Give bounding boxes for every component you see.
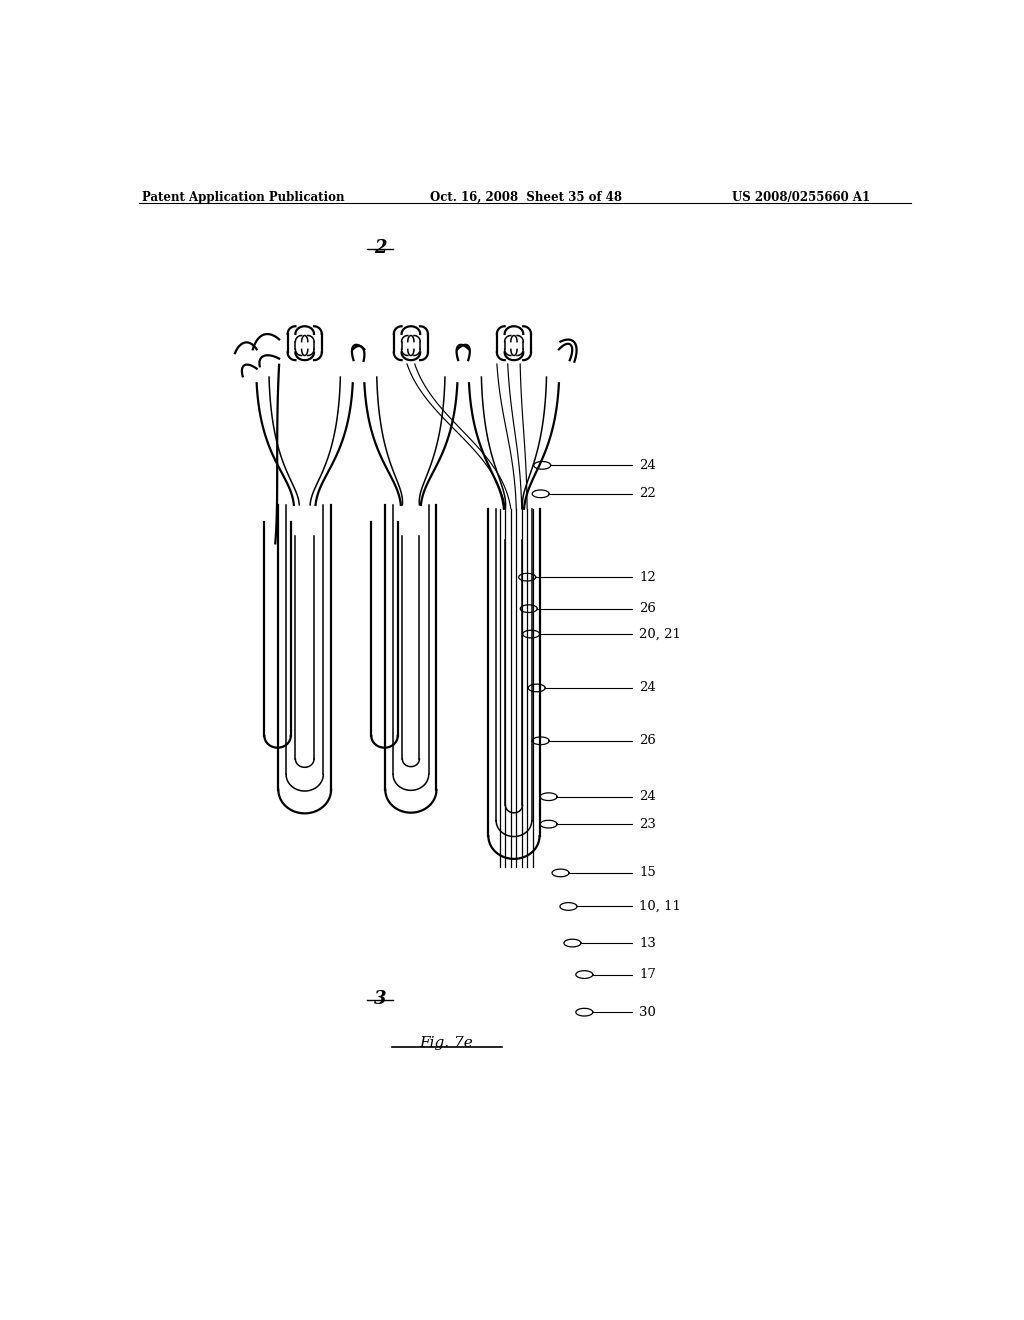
Text: 30: 30 [639, 1006, 656, 1019]
Text: 10, 11: 10, 11 [639, 900, 681, 913]
Text: 22: 22 [639, 487, 655, 500]
Text: 24: 24 [639, 459, 655, 471]
Text: 15: 15 [639, 866, 655, 879]
Text: 23: 23 [639, 817, 656, 830]
Text: Oct. 16, 2008  Sheet 35 of 48: Oct. 16, 2008 Sheet 35 of 48 [430, 190, 623, 203]
Text: 13: 13 [639, 937, 656, 949]
Text: 24: 24 [639, 791, 655, 803]
Text: 24: 24 [639, 681, 655, 694]
Text: 17: 17 [639, 968, 656, 981]
Text: 26: 26 [639, 602, 656, 615]
Text: 12: 12 [639, 570, 655, 583]
Text: 26: 26 [639, 734, 656, 747]
Text: 20, 21: 20, 21 [639, 627, 681, 640]
Text: Fig. 7e: Fig. 7e [419, 1036, 473, 1051]
Text: US 2008/0255660 A1: US 2008/0255660 A1 [732, 190, 870, 203]
Text: Patent Application Publication: Patent Application Publication [142, 190, 344, 203]
Text: 3: 3 [374, 990, 386, 1008]
Text: 2: 2 [374, 239, 386, 257]
